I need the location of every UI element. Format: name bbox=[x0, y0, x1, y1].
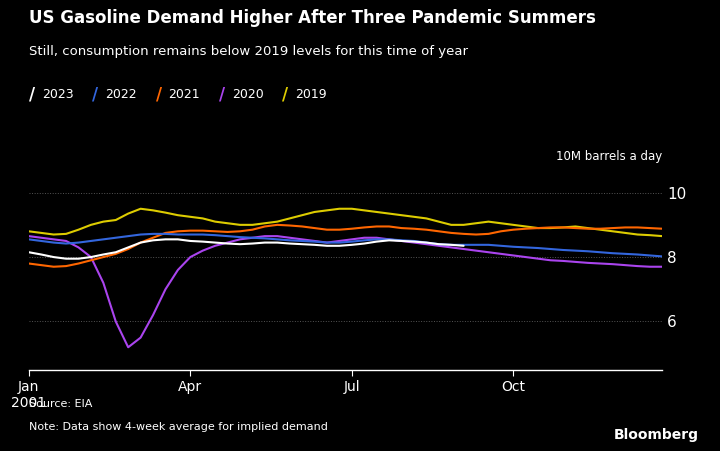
Text: /: / bbox=[156, 86, 162, 104]
Text: Source: EIA: Source: EIA bbox=[29, 399, 92, 409]
Text: US Gasoline Demand Higher After Three Pandemic Summers: US Gasoline Demand Higher After Three Pa… bbox=[29, 9, 595, 27]
Text: Still, consumption remains below 2019 levels for this time of year: Still, consumption remains below 2019 le… bbox=[29, 45, 468, 58]
Text: 2023: 2023 bbox=[42, 88, 73, 101]
Text: Note: Data show 4-week average for implied demand: Note: Data show 4-week average for impli… bbox=[29, 422, 328, 432]
Text: /: / bbox=[219, 86, 225, 104]
Text: /: / bbox=[282, 86, 289, 104]
Text: 2019: 2019 bbox=[295, 88, 327, 101]
Text: Bloomberg: Bloomberg bbox=[613, 428, 698, 442]
Text: /: / bbox=[92, 86, 99, 104]
Text: 2021: 2021 bbox=[168, 88, 200, 101]
Text: /: / bbox=[29, 86, 35, 104]
Text: 2022: 2022 bbox=[105, 88, 137, 101]
Text: 2020: 2020 bbox=[232, 88, 264, 101]
Text: 10M barrels a day: 10M barrels a day bbox=[556, 150, 662, 163]
